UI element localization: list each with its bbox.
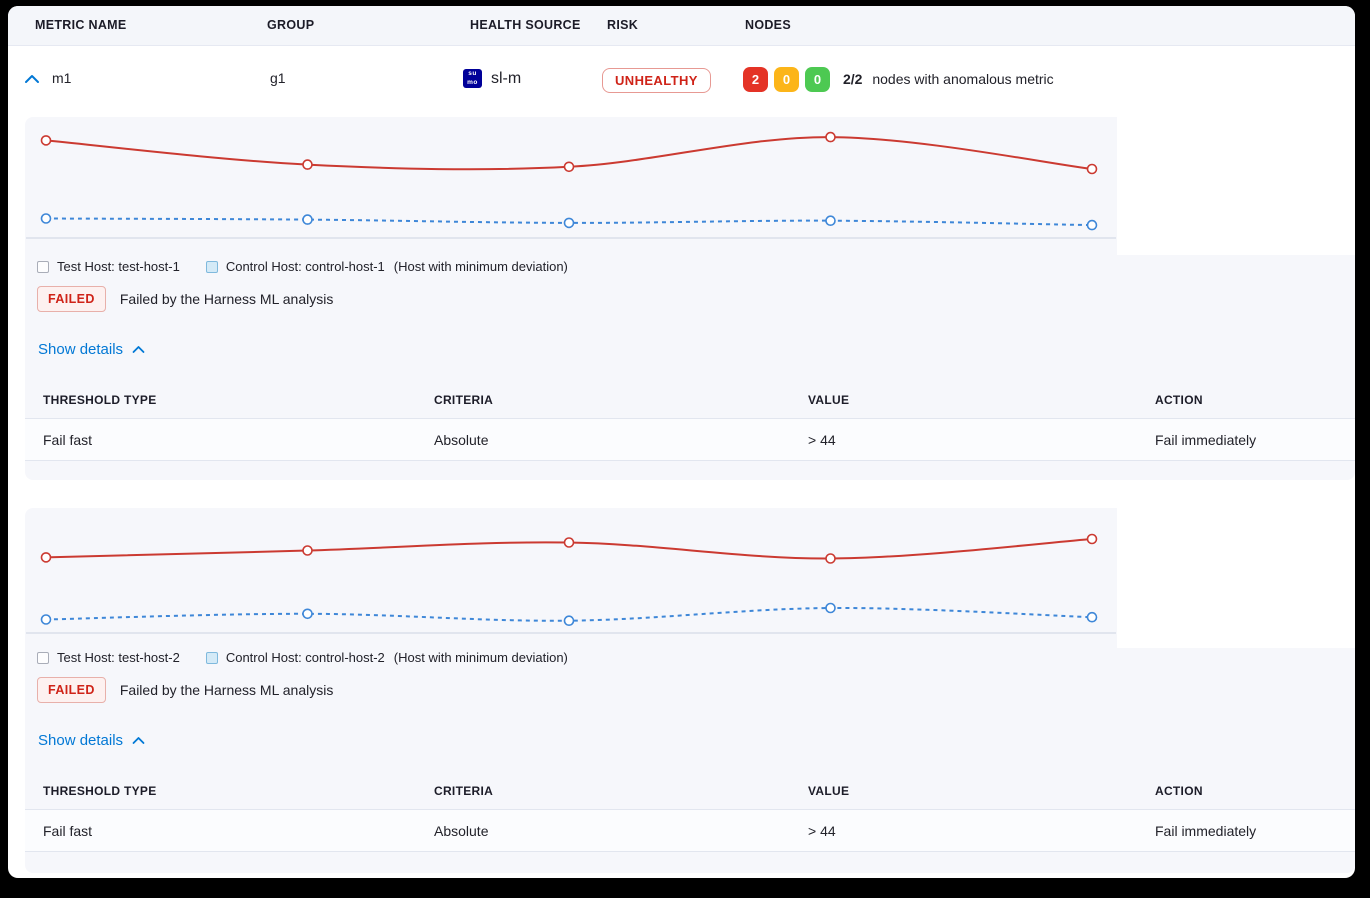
cell-action: Fail immediately — [1155, 432, 1257, 448]
chart-side-panel-2 — [1117, 508, 1355, 648]
column-header-metric-name: METRIC NAME — [35, 18, 127, 32]
analysis-status-message: Failed by the Harness ML analysis — [119, 682, 334, 698]
timeseries-chart-1[interactable] — [25, 117, 1117, 255]
metric-group: g1 — [270, 70, 286, 86]
column-header-risk: RISK — [607, 18, 639, 32]
cell-value: > 44 — [808, 432, 836, 448]
th-threshold-type: THRESHOLD TYPE — [43, 393, 157, 407]
sumologic-icon-text-top: su — [468, 70, 477, 78]
metric-name: m1 — [52, 70, 72, 86]
threshold-table-header: THRESHOLD TYPE CRITERIA VALUE ACTION — [25, 379, 1355, 419]
node-count-unhealthy-badge: 2 — [743, 67, 768, 92]
th-criteria: CRITERIA — [434, 393, 494, 407]
control-host-checkbox[interactable] — [205, 260, 218, 273]
test-host-checkbox[interactable] — [37, 651, 49, 664]
metric-row: m1 g1 su mo sl-m UNHEALTHY 2 0 0 2/2 nod… — [8, 46, 1355, 114]
health-source: su mo sl-m — [463, 69, 521, 88]
column-header-nodes: NODES — [745, 18, 791, 32]
node-count-warning-badge: 0 — [774, 67, 799, 92]
cell-criteria: Absolute — [434, 823, 489, 839]
th-action: ACTION — [1155, 393, 1203, 407]
show-details-toggle[interactable]: Show details — [38, 341, 145, 358]
sumologic-icon-text-bottom: mo — [467, 78, 478, 86]
minimum-deviation-note: (Host with minimum deviation) — [393, 650, 568, 665]
node-analysis-section-2: Test Host: test-host-2 Control Host: con… — [25, 508, 1355, 873]
cell-threshold-type: Fail fast — [43, 823, 93, 839]
threshold-table-2: THRESHOLD TYPE CRITERIA VALUE ACTION Fai… — [25, 770, 1355, 852]
table-row: Fail fast Absolute > 44 Fail immediately — [25, 419, 1355, 461]
th-threshold-type: THRESHOLD TYPE — [43, 784, 157, 798]
risk-badge-unhealthy: UNHEALTHY — [602, 68, 711, 93]
control-host-label: Control Host: control-host-1 — [225, 259, 385, 274]
show-details-label: Show details — [38, 732, 124, 749]
analysis-status-row: FAILED Failed by the Harness ML analysis — [37, 286, 333, 312]
minimum-deviation-note: (Host with minimum deviation) — [393, 259, 568, 274]
chevron-up-icon — [132, 737, 145, 744]
test-host-label: Test Host: test-host-2 — [57, 650, 180, 665]
timeseries-chart-2[interactable] — [25, 508, 1117, 648]
chevron-up-icon — [132, 346, 145, 353]
sumologic-icon: su mo — [463, 69, 482, 88]
failed-badge: FAILED — [37, 677, 106, 703]
cell-action: Fail immediately — [1155, 823, 1257, 839]
health-source-name: sl-m — [491, 69, 522, 87]
chart-side-panel-1 — [1117, 117, 1355, 255]
column-header-group: GROUP — [267, 18, 315, 32]
th-value: VALUE — [808, 393, 850, 407]
test-host-checkbox[interactable] — [37, 260, 49, 273]
failed-badge: FAILED — [37, 286, 106, 312]
control-host-checkbox[interactable] — [205, 651, 218, 664]
control-host-label: Control Host: control-host-2 — [225, 650, 385, 665]
nodes-summary-text: nodes with anomalous metric — [872, 71, 1054, 87]
nodes-summary: 2/2 nodes with anomalous metric — [843, 71, 1054, 87]
chart-legend-2: Test Host: test-host-2 Control Host: con… — [37, 650, 568, 665]
node-analysis-section-1: Test Host: test-host-1 Control Host: con… — [25, 117, 1355, 480]
chart-legend-1: Test Host: test-host-1 Control Host: con… — [37, 259, 568, 274]
cell-criteria: Absolute — [434, 432, 489, 448]
th-criteria: CRITERIA — [434, 784, 494, 798]
table-row: Fail fast Absolute > 44 Fail immediately — [25, 810, 1355, 852]
th-value: VALUE — [808, 784, 850, 798]
threshold-table-1: THRESHOLD TYPE CRITERIA VALUE ACTION Fai… — [25, 379, 1355, 461]
test-host-label: Test Host: test-host-1 — [57, 259, 180, 274]
metrics-table-header: METRIC NAME GROUP HEALTH SOURCE RISK NOD… — [8, 6, 1355, 46]
node-count-healthy-badge: 0 — [805, 67, 830, 92]
show-details-label: Show details — [38, 341, 124, 358]
show-details-toggle[interactable]: Show details — [38, 732, 145, 749]
nodes-summary-count: 2/2 — [843, 71, 863, 87]
cell-threshold-type: Fail fast — [43, 432, 93, 448]
th-action: ACTION — [1155, 784, 1203, 798]
threshold-table-header: THRESHOLD TYPE CRITERIA VALUE ACTION — [25, 770, 1355, 810]
metrics-analysis-panel: METRIC NAME GROUP HEALTH SOURCE RISK NOD… — [8, 6, 1355, 878]
column-header-health-source: HEALTH SOURCE — [470, 18, 581, 32]
collapse-row-chevron-up-icon[interactable] — [24, 72, 40, 84]
analysis-status-message: Failed by the Harness ML analysis — [119, 291, 334, 307]
cell-value: > 44 — [808, 823, 836, 839]
analysis-status-row: FAILED Failed by the Harness ML analysis — [37, 677, 333, 703]
